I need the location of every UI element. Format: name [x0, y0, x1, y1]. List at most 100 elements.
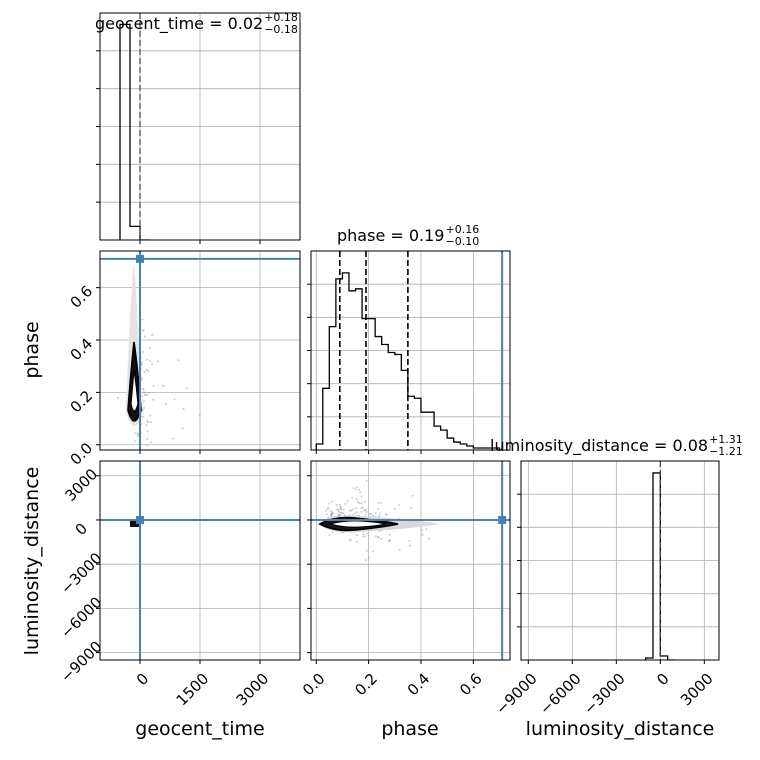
sample-point — [146, 420, 149, 423]
sample-point — [141, 351, 144, 354]
sample-point — [338, 503, 341, 506]
sample-point — [377, 515, 380, 518]
sample-point — [173, 398, 176, 401]
sample-point — [144, 391, 147, 394]
sample-point — [355, 534, 358, 537]
truth-marker — [136, 254, 144, 263]
sample-point — [339, 506, 342, 509]
hist-luminosity-distance — [645, 461, 675, 660]
sample-point — [143, 371, 146, 374]
sample-point — [421, 533, 424, 536]
sample-point — [355, 540, 358, 543]
x-tick-label: 3000 — [233, 670, 273, 710]
sample-point — [356, 486, 359, 489]
sample-point — [134, 469, 136, 471]
density-contour-core — [130, 369, 139, 412]
sample-point — [147, 369, 150, 372]
y-tick-label: −3000 — [57, 549, 106, 598]
scatter-phase-vs-geocent-time — [100, 251, 300, 489]
sample-point — [356, 500, 359, 503]
sample-point — [365, 479, 368, 482]
sample-point — [146, 358, 149, 361]
sample-point — [420, 528, 423, 531]
sample-point — [185, 387, 188, 390]
sample-point — [358, 488, 361, 491]
sample-point — [408, 539, 411, 542]
sample-point — [142, 391, 145, 394]
sample-point — [151, 333, 154, 336]
sample-point — [363, 509, 366, 512]
sample-point — [142, 464, 144, 466]
sample-point — [328, 534, 331, 537]
y-tick-label: 0 — [72, 519, 91, 538]
sample-point — [181, 427, 184, 430]
sample-point — [363, 500, 366, 503]
sample-point — [351, 513, 354, 516]
sample-point — [362, 535, 365, 538]
sample-point — [362, 533, 365, 536]
grid-1-1 — [311, 251, 510, 450]
sample-point — [149, 440, 152, 443]
sample-point — [371, 514, 374, 517]
sample-point — [198, 414, 201, 417]
sample-point — [348, 539, 351, 542]
sample-point — [427, 537, 430, 540]
sample-point — [156, 360, 159, 363]
x-tick-label: 0 — [653, 670, 672, 689]
sample-point — [360, 495, 363, 498]
sample-point — [142, 329, 145, 332]
sample-point — [379, 512, 382, 515]
sample-point — [141, 318, 144, 321]
sample-point — [377, 507, 380, 510]
sample-point — [116, 396, 119, 399]
sample-point — [182, 407, 185, 410]
sample-point — [330, 500, 333, 503]
y-tick-label: 0.2 — [67, 387, 97, 417]
y-tick-label: 0.6 — [67, 282, 97, 312]
sample-point — [148, 391, 151, 394]
sample-point — [142, 399, 145, 402]
x-axis-label: phase — [381, 718, 438, 740]
y-tick-label: 0.0 — [67, 439, 97, 469]
sample-point — [146, 394, 149, 397]
sample-point — [340, 511, 343, 514]
sample-point — [352, 487, 355, 490]
sample-point — [349, 509, 352, 512]
sample-point — [324, 509, 327, 512]
grid-2-2 — [521, 461, 719, 660]
panel-frame-2-1 — [310, 460, 511, 661]
sample-point — [152, 384, 155, 387]
sample-point — [374, 535, 377, 538]
sample-point — [141, 415, 144, 418]
y-axis-label: phase — [21, 321, 43, 378]
x-axis-label: luminosity_distance — [526, 718, 715, 740]
sample-point — [152, 398, 155, 401]
sample-point — [360, 502, 363, 505]
sample-point — [411, 494, 414, 497]
sample-point — [143, 335, 146, 338]
sample-point — [425, 528, 428, 531]
sample-point — [364, 535, 367, 538]
sample-point — [368, 512, 371, 515]
sample-point — [359, 491, 362, 494]
x-tick-label: 1500 — [173, 670, 213, 710]
sample-point — [380, 537, 383, 540]
grid-2-0 — [100, 461, 300, 660]
scatter-distance-vs-geocent-time — [100, 461, 300, 660]
sample-point — [340, 508, 343, 511]
sample-point — [364, 514, 367, 517]
sample-point — [355, 507, 358, 510]
sample-point — [360, 510, 363, 513]
sample-point — [145, 369, 148, 372]
hist-geocent-time — [119, 13, 150, 240]
sample-point — [177, 359, 180, 362]
sample-point — [335, 503, 338, 506]
sample-point — [371, 550, 374, 553]
sample-point — [130, 487, 132, 489]
sample-point — [346, 500, 349, 503]
sample-point — [377, 536, 380, 539]
sample-point — [149, 414, 152, 417]
sample-point — [367, 556, 370, 559]
sample-point — [135, 455, 137, 457]
